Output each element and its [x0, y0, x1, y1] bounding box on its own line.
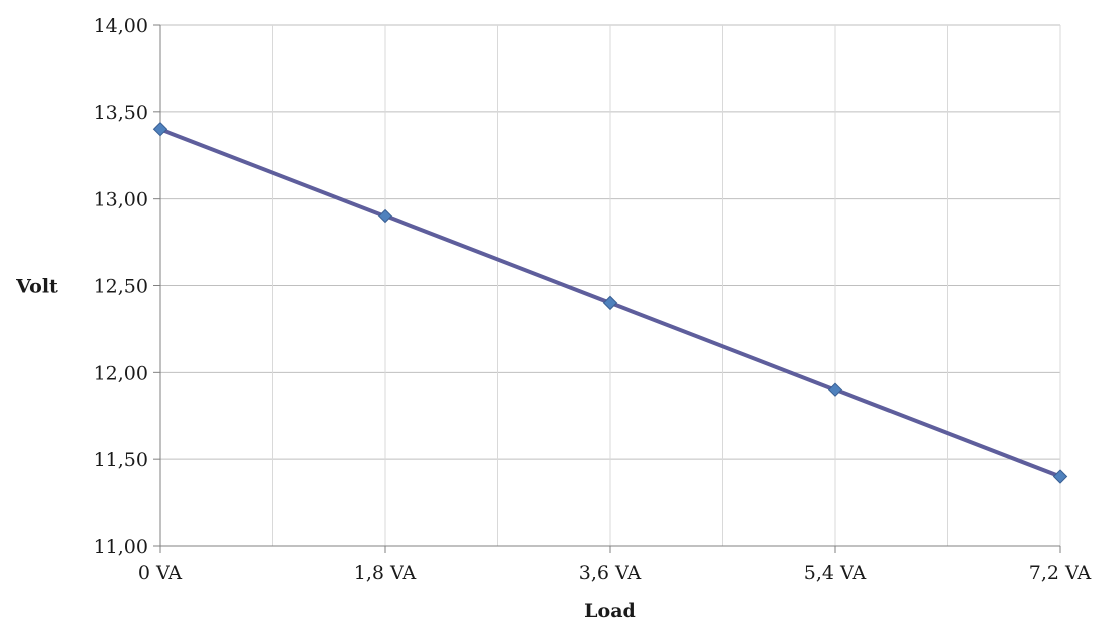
axes [153, 25, 1060, 553]
y-tick-label: 12,50 [94, 276, 148, 298]
data-point [377, 208, 393, 224]
gridlines [153, 24, 1061, 553]
x-tick-label: 3,6 VA [579, 562, 642, 584]
x-tick-label: 1,8 VA [354, 562, 417, 584]
y-tick-label: 13,00 [94, 189, 148, 211]
tick-labels: 11,00 11,50 12,00 12,50 13,00 13,50 14,00 0 VA 1… [94, 15, 1092, 584]
data-point [1052, 469, 1068, 484]
y-tick-label: 11,00 [94, 536, 148, 558]
y-tick-label: 12,00 [94, 362, 148, 384]
data-point [602, 295, 618, 311]
y-axis-title: Volt [15, 276, 58, 298]
data-point [152, 121, 168, 137]
y-tick-label: 13,50 [94, 102, 148, 124]
y-tick-label: 14,00 [94, 15, 148, 37]
x-tick-label: 7,2 VA [1029, 562, 1092, 584]
series-layer [152, 121, 1068, 484]
y-tick-label: 11,50 [94, 449, 148, 471]
x-axis-title: Load [584, 600, 636, 622]
x-tick-label: 0 VA [138, 562, 183, 584]
data-point [827, 382, 843, 397]
x-tick-label: 5,4 VA [804, 562, 867, 584]
